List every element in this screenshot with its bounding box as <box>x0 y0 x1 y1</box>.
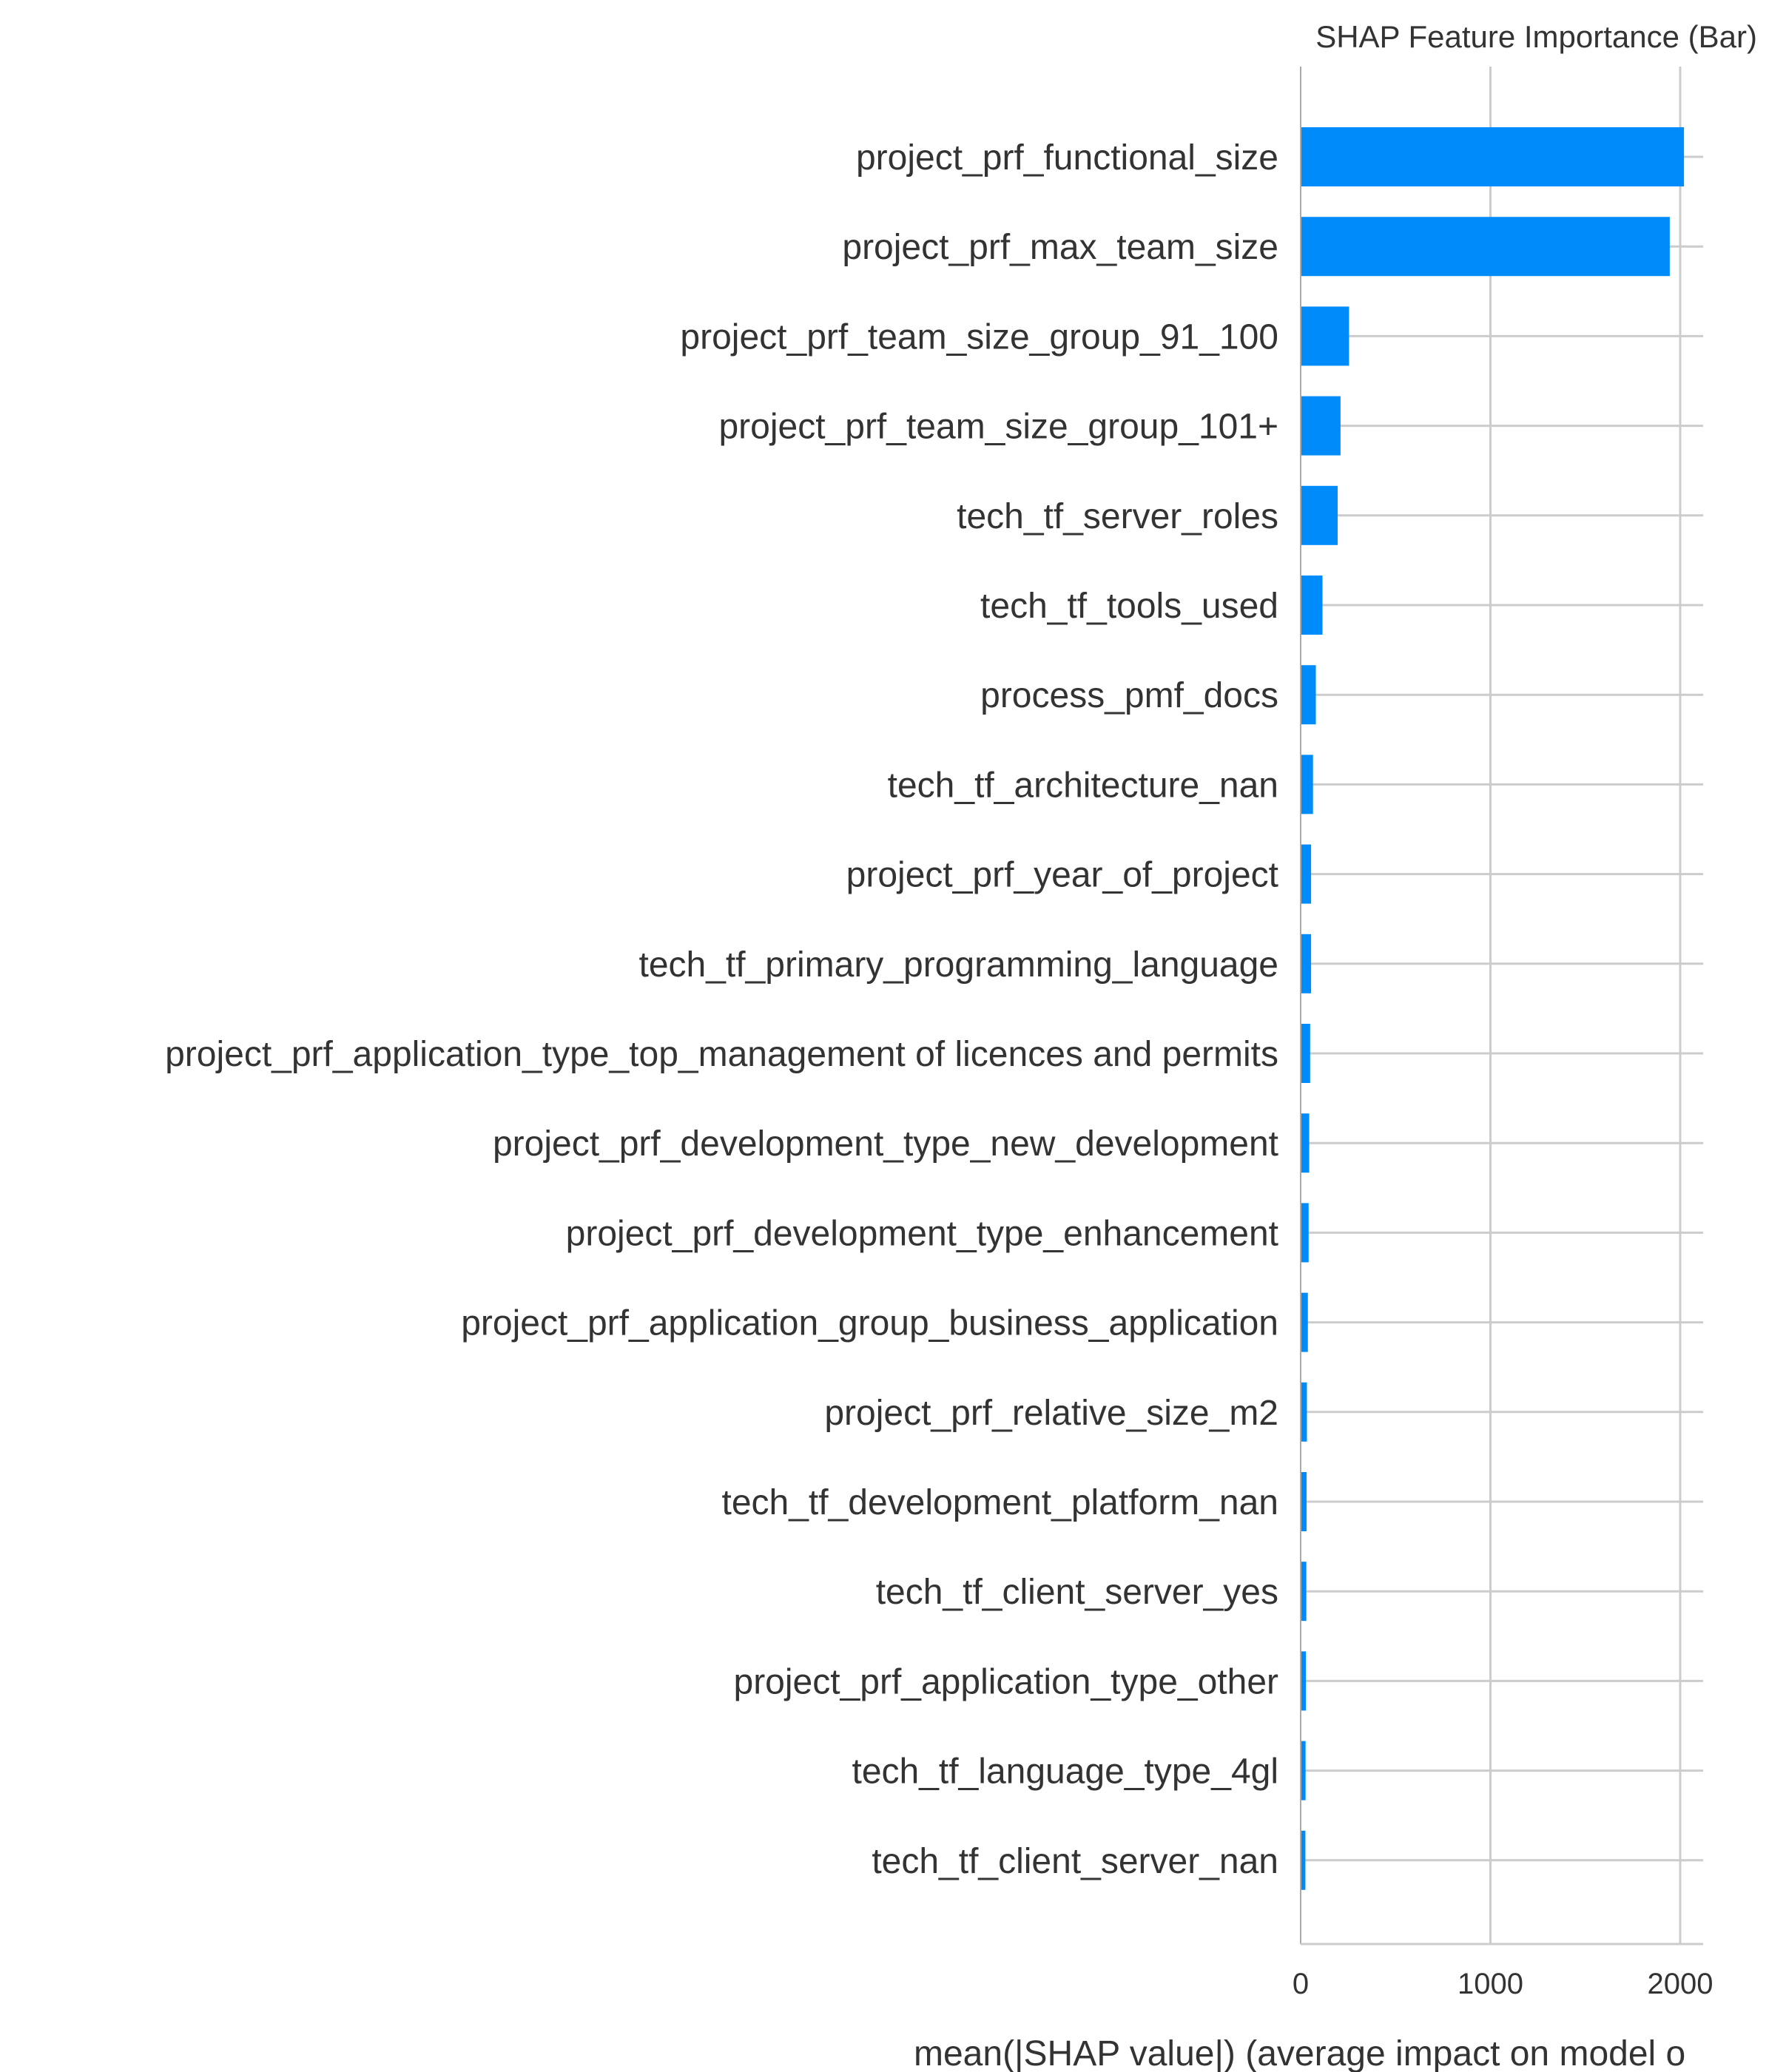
feature-label: project_prf_relative_size_m2 <box>824 1394 1278 1433</box>
bar <box>1301 665 1316 725</box>
feature-label: tech_tf_tools_used <box>980 587 1278 626</box>
bar <box>1301 576 1323 635</box>
feature-label: project_prf_development_type_enhancement <box>566 1214 1278 1253</box>
feature-label: tech_tf_client_server_nan <box>872 1842 1278 1881</box>
feature-label: tech_tf_development_platform_nan <box>721 1483 1278 1522</box>
feature-label: project_prf_functional_size <box>856 138 1278 178</box>
feature-labels: project_prf_functional_size project_prf_m… <box>165 138 1278 1881</box>
bar <box>1301 1472 1307 1531</box>
x-tick-label: 2000 <box>1648 1968 1713 2000</box>
bar <box>1301 844 1312 904</box>
bar <box>1301 127 1685 186</box>
bar <box>1301 1292 1308 1352</box>
feature-label: tech_tf_client_server_yes <box>876 1573 1278 1612</box>
x-tick-label: 1000 <box>1458 1968 1523 2000</box>
bar <box>1301 1741 1306 1801</box>
bar <box>1301 1203 1309 1263</box>
feature-label: project_prf_application_type_top_managem… <box>165 1035 1278 1074</box>
feature-label: tech_tf_server_roles <box>957 497 1278 536</box>
bar <box>1301 755 1313 814</box>
feature-label: project_prf_team_size_group_91_100 <box>680 317 1278 357</box>
bar <box>1301 1830 1306 1890</box>
bars <box>1301 127 1685 1890</box>
x-axis-label: mean(|SHAP value|) (average impact on mo… <box>914 2034 1685 2072</box>
feature-label: project_prf_development_type_new_develop… <box>493 1124 1278 1164</box>
feature-label: project_prf_application_group_business_a… <box>461 1304 1278 1343</box>
bar <box>1301 1562 1307 1622</box>
bar <box>1301 1113 1310 1173</box>
bar <box>1301 396 1341 456</box>
grid-lines <box>1301 67 1703 1944</box>
bar <box>1301 934 1312 993</box>
bar <box>1301 306 1349 366</box>
bar <box>1301 217 1670 277</box>
feature-label: tech_tf_architecture_nan <box>888 766 1278 805</box>
feature-label: tech_tf_language_type_4gl <box>852 1752 1279 1792</box>
feature-label: tech_tf_primary_programming_language <box>639 945 1279 985</box>
x-tick-labels: 0 1000 2000 <box>1293 1968 1713 2000</box>
bar <box>1301 1651 1307 1711</box>
feature-label: process_pmf_docs <box>980 676 1278 715</box>
bar <box>1301 1024 1310 1083</box>
feature-label: project_prf_application_type_other <box>734 1662 1279 1701</box>
feature-label: project_prf_max_team_size <box>842 228 1278 267</box>
bar <box>1301 485 1338 545</box>
x-tick-label: 0 <box>1293 1968 1309 2000</box>
chart-title: SHAP Feature Importance (Bar) <box>1315 19 1757 54</box>
bar <box>1301 1382 1307 1442</box>
feature-label: project_prf_year_of_project <box>846 856 1278 895</box>
feature-label: project_prf_team_size_group_101+ <box>718 408 1278 447</box>
